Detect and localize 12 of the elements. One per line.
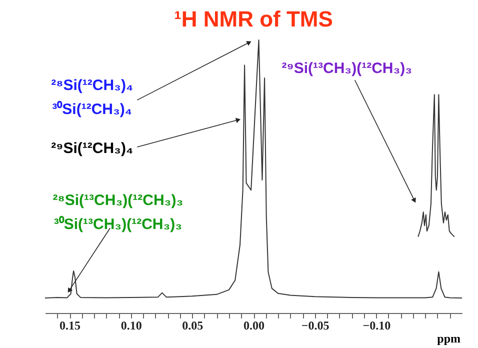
annotation: ²⁹Si(¹²CH₃)₄ [51,140,134,158]
x-tick-label: −0.05 [301,318,330,332]
x-tick-label: 0.00 [244,318,264,332]
x-tick-label: −0.10 [362,318,391,332]
annotation: ²⁹Si(¹³CH₃)(¹²CH₃)₃ [282,60,412,78]
x-tick-label: 0.10 [120,318,142,332]
x-tick-label: 0.05 [182,318,204,332]
annotation: ²⁸Si(¹³CH₃)(¹²CH₃)₃ ³⁰Si(¹³CH₃)(¹²CH₃)₃ [52,192,184,233]
chart-title: ¹H NMR of TMS [174,6,333,32]
x-tick-label: 0.15 [60,318,81,332]
annotation: ²⁸Si(¹²CH₃)₄ ³⁰Si(¹²CH₃)₄ [51,77,134,118]
x-axis-title: ppm [437,332,461,346]
